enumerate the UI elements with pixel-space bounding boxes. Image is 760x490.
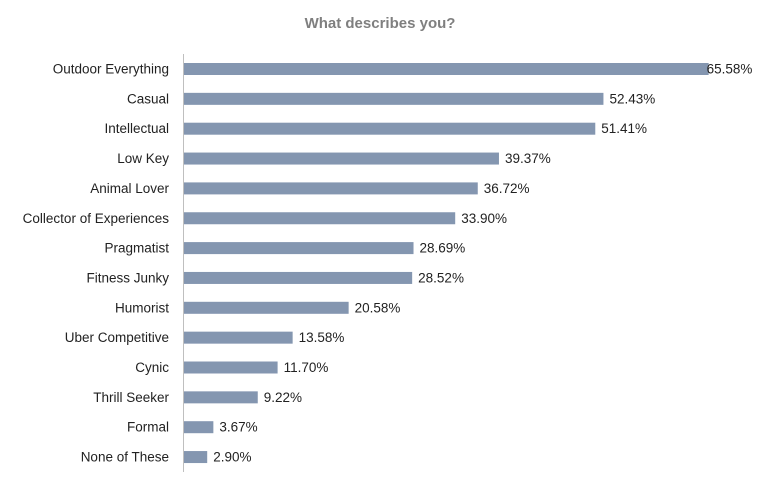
category-label: None of These [81,450,169,465]
bars-group: Outdoor Everything 65.58% Casual 52.43% Inte… [23,62,753,465]
bar [184,301,349,314]
chart-title: What describes you? [305,15,456,32]
data-label: 3.67% [219,420,257,435]
category-label: Low Key [117,151,169,166]
data-label: 28.52% [418,270,464,285]
data-label: 11.70% [284,360,329,375]
data-label: 65.58% [707,62,753,77]
data-label: 52.43% [609,91,655,106]
bar [184,182,478,195]
bar [184,331,293,344]
category-label: Collector of Experiences [23,211,170,226]
category-label: Cynic [135,360,169,375]
bar [184,152,499,165]
bar [184,391,258,404]
bar [184,271,413,284]
data-label: 39.37% [505,151,551,166]
category-label: Animal Lover [90,181,169,196]
bar [184,63,709,75]
data-label: 9.22% [264,390,302,405]
bar [184,421,214,434]
data-label: 36.72% [484,181,530,196]
category-label: Formal [127,420,169,435]
data-label: 2.90% [213,450,251,465]
bar [184,92,604,105]
category-label: Outdoor Everything [53,62,169,77]
category-label: Thrill Seeker [93,390,169,405]
bar [184,212,456,225]
bar [184,361,278,374]
category-label: Pragmatist [104,241,169,256]
data-label: 20.58% [355,300,401,315]
category-label: Fitness Junky [86,270,169,285]
category-label: Uber Competitive [65,330,169,345]
data-label: 13.58% [299,330,345,345]
bar [184,242,414,255]
data-label: 33.90% [461,211,507,226]
category-label: Casual [127,91,169,106]
data-label: 51.41% [601,121,647,136]
category-label: Humorist [115,300,169,315]
category-label: Intellectual [104,121,169,136]
data-label: 28.69% [420,241,466,256]
bar [184,451,208,464]
bar [184,122,596,135]
